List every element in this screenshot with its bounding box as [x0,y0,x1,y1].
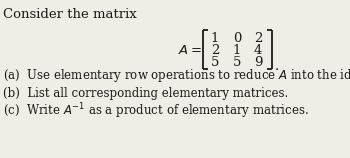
Text: 0: 0 [233,31,241,45]
Text: 5: 5 [211,55,219,69]
Text: 2: 2 [211,43,219,57]
Text: 1: 1 [233,43,241,57]
Text: (b)  List all corresponding elementary matrices.: (b) List all corresponding elementary ma… [3,88,288,100]
Text: (c)  Write $A^{-1}$ as a product of elementary matrices.: (c) Write $A^{-1}$ as a product of eleme… [3,101,309,121]
Text: (a)  Use elementary row operations to reduce $A$ into the identity matrix $I$.: (a) Use elementary row operations to red… [3,67,350,85]
Text: 9: 9 [254,55,262,69]
Text: $A =$: $A =$ [178,43,202,57]
Text: .: . [275,60,279,73]
Text: 4: 4 [254,43,262,57]
Text: Consider the matrix: Consider the matrix [3,8,137,21]
Text: 2: 2 [254,31,262,45]
Text: 1: 1 [211,31,219,45]
Text: 5: 5 [233,55,241,69]
